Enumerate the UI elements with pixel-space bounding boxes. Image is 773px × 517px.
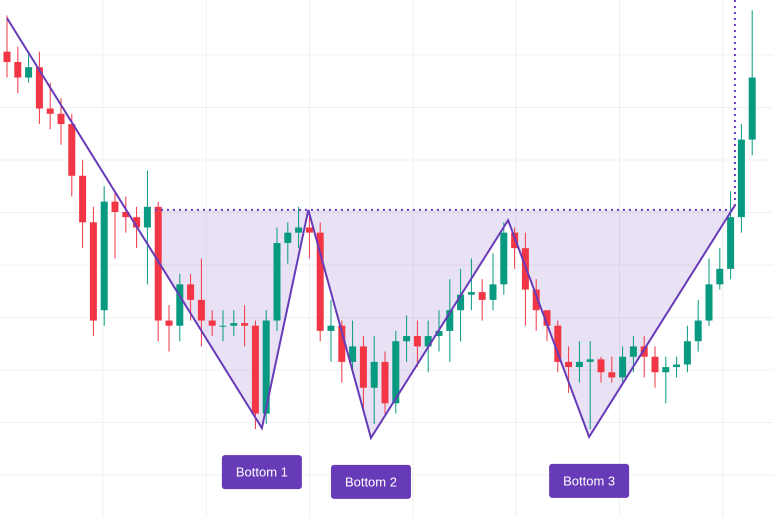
candle-body bbox=[241, 323, 249, 326]
candle-body bbox=[370, 361, 378, 388]
candle-body bbox=[230, 323, 238, 326]
label-box bbox=[330, 464, 411, 499]
candle-body bbox=[554, 325, 562, 362]
label-box bbox=[549, 463, 630, 498]
candle-body bbox=[651, 356, 659, 373]
candle-body bbox=[219, 325, 227, 327]
candle-body bbox=[273, 242, 281, 321]
candle-body bbox=[489, 284, 497, 300]
candle-body bbox=[133, 217, 141, 228]
candle-body bbox=[111, 201, 119, 212]
candle-body bbox=[683, 341, 691, 365]
candle-body bbox=[165, 320, 173, 326]
candle-body bbox=[89, 222, 97, 321]
candle-body bbox=[543, 310, 551, 326]
candle-body bbox=[208, 320, 216, 326]
candle-body bbox=[25, 67, 33, 78]
candle-body bbox=[295, 227, 303, 233]
candle-body bbox=[327, 325, 335, 331]
candle-body bbox=[737, 139, 745, 218]
candle-body bbox=[79, 175, 87, 223]
candle-body bbox=[424, 336, 432, 347]
candle-body bbox=[575, 361, 583, 368]
bottom-label: Bottom 3 bbox=[563, 473, 615, 488]
candle-body bbox=[748, 77, 756, 140]
candle-body bbox=[35, 67, 43, 109]
candle-body bbox=[413, 336, 421, 347]
candle-body bbox=[532, 289, 540, 311]
candle-body bbox=[446, 310, 454, 331]
candle-body bbox=[716, 268, 724, 285]
candle-body bbox=[284, 232, 292, 243]
candle-body bbox=[457, 294, 465, 311]
candle-body bbox=[187, 284, 195, 300]
candle-body bbox=[154, 206, 162, 321]
candle-body bbox=[619, 356, 627, 378]
candle-body bbox=[316, 232, 324, 331]
candle-body bbox=[565, 361, 573, 368]
candle-body bbox=[392, 341, 400, 404]
candle-body bbox=[597, 359, 605, 373]
candle-body bbox=[662, 367, 670, 373]
pattern-line bbox=[6, 17, 736, 441]
candle-body bbox=[640, 346, 648, 357]
candle-body bbox=[500, 232, 508, 285]
candle-body bbox=[359, 346, 367, 388]
candle-body bbox=[705, 284, 713, 321]
candle-body bbox=[629, 346, 637, 357]
candle-body bbox=[727, 217, 735, 269]
candle-body bbox=[100, 201, 108, 311]
candle-body bbox=[478, 292, 486, 300]
candle-body bbox=[586, 359, 594, 362]
candle-body bbox=[3, 51, 11, 63]
candle-body bbox=[694, 320, 702, 342]
candle-body bbox=[467, 292, 475, 295]
candle-body bbox=[349, 346, 357, 362]
candle-body bbox=[305, 227, 313, 233]
candle-body bbox=[176, 284, 184, 326]
candle-body bbox=[57, 113, 65, 125]
bottom-label: Bottom 2 bbox=[345, 474, 397, 489]
candle-body bbox=[381, 361, 389, 404]
candle-body bbox=[251, 325, 259, 414]
candle-body bbox=[403, 336, 411, 342]
candle-body bbox=[14, 62, 22, 78]
label-box bbox=[221, 455, 302, 490]
candle-body bbox=[262, 320, 270, 414]
candle-body bbox=[608, 372, 616, 378]
candle-body bbox=[197, 299, 205, 321]
candle-body bbox=[46, 108, 54, 114]
candle-body bbox=[338, 325, 346, 362]
candle-body bbox=[673, 364, 681, 368]
candle-body bbox=[143, 206, 151, 228]
candle-body bbox=[435, 330, 443, 337]
bottom-label: Bottom 1 bbox=[236, 465, 288, 480]
candle-body bbox=[122, 211, 130, 218]
candle-body bbox=[68, 124, 76, 176]
